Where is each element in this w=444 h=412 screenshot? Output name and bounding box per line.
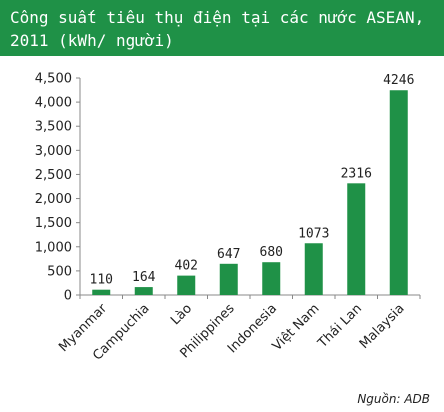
data-label: 164: [132, 270, 156, 285]
chart-title-line-2: 2011 (kWh/ người): [10, 31, 174, 50]
y-tick-label: 3,500: [35, 120, 72, 135]
bar-philippines: [219, 263, 238, 295]
data-label: 1073: [298, 226, 329, 241]
category-label: Lào: [168, 301, 195, 328]
y-tick-label: 2,500: [35, 168, 72, 183]
y-tick-label: 2,000: [35, 192, 72, 207]
y-tick-label: 500: [47, 264, 72, 279]
data-label: 680: [260, 245, 283, 260]
category-label: Thái Lan: [315, 301, 365, 351]
bar-myanmar: [92, 289, 111, 295]
bar-indonesia: [262, 262, 281, 295]
source-note: Nguồn: ADB: [357, 392, 430, 406]
category-label: Malaysia: [357, 301, 408, 352]
data-label: 4246: [383, 73, 414, 88]
y-tick-label: 3,000: [35, 144, 72, 159]
data-label: 2316: [341, 166, 372, 181]
y-tick-label: 0: [64, 289, 72, 304]
bar-thái-lan: [347, 183, 366, 295]
bar-lào: [177, 275, 196, 295]
y-tick-label: 1,000: [35, 240, 72, 255]
category-label: Việt Nam: [270, 301, 323, 354]
y-tick-label: 4,000: [35, 96, 72, 111]
data-label: 402: [175, 259, 198, 274]
bar-chart: 0 500 1,000 1,500 2,000 2,500 3,000 3,500 4,000 4…: [35, 72, 421, 364]
data-label: 110: [90, 273, 113, 288]
chart-title-line-1: Công suất tiêu thụ điện tại các nước ASE…: [10, 8, 425, 27]
data-label: 647: [217, 247, 240, 262]
chart-title-bar: Công suất tiêu thụ điện tại các nước ASE…: [0, 0, 444, 56]
bar-malaysia: [389, 90, 408, 295]
y-tick-label: 4,500: [35, 72, 72, 87]
y-tick-label: 1,500: [35, 216, 72, 231]
bar-việt-nam: [304, 243, 323, 295]
bar-campuchia: [134, 287, 153, 295]
